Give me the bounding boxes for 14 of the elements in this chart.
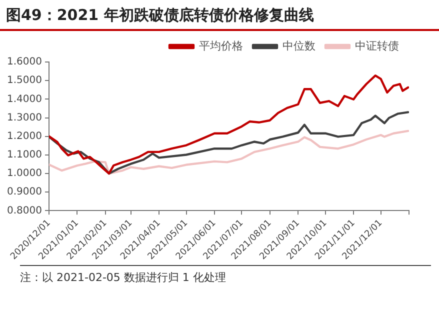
y-tick-label: 1.1000 [6,150,42,161]
chart-title: 图49：2021 年初跌破债底转债价格修复曲线 [0,0,439,31]
y-tick-label: 0.9000 [6,186,42,198]
y-tick-label: 1.3000 [6,112,42,124]
y-tick-label: 1.0000 [6,168,42,180]
text: 注：以 2021-02-05 数据进行归 1 化处理 [20,270,227,286]
legend-label: 平均价格 [199,39,243,52]
y-tick-label: 1.4000 [6,94,42,105]
y-tick-label: 1.5000 [6,75,42,86]
y-tick-label: 1.2000 [6,130,42,142]
y-tick-label: 0.8000 [6,205,42,216]
legend-label: 中证转债 [355,39,399,52]
legend-label: 中位数 [282,39,316,52]
y-tick-label: 1.6000 [6,56,42,68]
